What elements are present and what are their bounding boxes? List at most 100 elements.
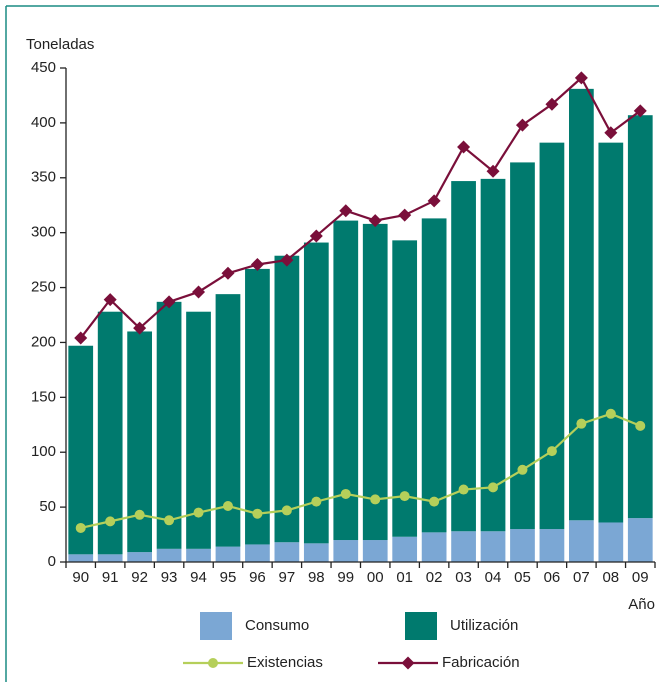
line-marker [368, 214, 382, 228]
line-marker [635, 420, 646, 431]
line-marker [162, 295, 176, 309]
y-tick-label: 400 [31, 114, 56, 131]
bar [539, 142, 565, 530]
line-marker [193, 507, 204, 518]
line-marker [280, 253, 294, 267]
legend-label: Utilización [450, 617, 518, 634]
line-marker [458, 484, 469, 495]
line-marker [105, 516, 116, 527]
line-marker [427, 194, 441, 208]
x-tick-label: 94 [190, 569, 207, 586]
line-marker [515, 118, 529, 132]
line-marker [576, 418, 587, 429]
x-axis-label: Año [628, 596, 655, 613]
line-marker [633, 104, 647, 118]
x-tick-label: 00 [367, 569, 384, 586]
x-tick-label: 97 [279, 569, 296, 586]
x-tick-label: 08 [602, 569, 619, 586]
bar [627, 115, 653, 519]
line-marker [429, 496, 440, 507]
line-marker [457, 140, 471, 154]
bar [186, 548, 211, 562]
y-tick-label: 150 [31, 388, 56, 405]
bar [362, 540, 388, 562]
x-tick-label: 99 [337, 569, 354, 586]
bar [245, 544, 270, 562]
line-marker [103, 293, 117, 307]
y-tick-label: 250 [31, 279, 56, 296]
bar [156, 301, 182, 549]
line-marker [281, 505, 292, 516]
bar [421, 218, 447, 533]
bar [421, 532, 447, 562]
bar [97, 311, 123, 555]
bar [362, 223, 388, 541]
y-tick-label: 200 [31, 333, 56, 350]
y-tick-label: 50 [39, 498, 56, 515]
bar [127, 552, 152, 562]
line-marker [252, 508, 263, 519]
bar [274, 255, 300, 543]
y-tick-label: 350 [31, 169, 56, 186]
bar [598, 522, 624, 562]
x-tick-label: 06 [544, 569, 561, 586]
line-marker [486, 164, 500, 178]
line-marker [546, 446, 557, 457]
bar [510, 529, 535, 562]
bar [333, 540, 359, 562]
line-marker [401, 656, 415, 670]
x-tick-label: 95 [220, 569, 237, 586]
line-marker [164, 515, 175, 526]
x-tick-label: 90 [72, 569, 89, 586]
bar [68, 554, 94, 562]
bar [156, 548, 182, 562]
line-marker [222, 501, 233, 512]
legend-label: Fabricación [442, 654, 520, 671]
x-tick-label: 04 [485, 569, 502, 586]
bar [569, 88, 594, 521]
y-tick-label: 100 [31, 443, 56, 460]
line-marker [311, 496, 322, 507]
x-tick-label: 92 [131, 569, 148, 586]
bar [274, 542, 300, 562]
bar [303, 543, 329, 562]
y-axis-label: Toneladas [26, 36, 94, 53]
line-marker [399, 491, 410, 502]
bar [97, 554, 123, 562]
legend-label: Consumo [245, 617, 309, 634]
bar [480, 531, 506, 562]
legend-swatch [200, 612, 232, 640]
line-marker [339, 204, 353, 218]
bar [539, 529, 565, 562]
x-tick-label: 91 [102, 569, 119, 586]
bar [68, 345, 94, 555]
line-marker [133, 321, 147, 335]
bar [392, 240, 418, 537]
series-line [80, 412, 641, 530]
x-tick-label: 02 [426, 569, 443, 586]
line-marker [398, 208, 412, 222]
y-tick-label: 0 [48, 553, 56, 570]
bar [451, 531, 476, 562]
line-marker [517, 464, 528, 475]
line-marker [221, 266, 235, 280]
bar [333, 220, 359, 541]
x-tick-label: 07 [573, 569, 590, 586]
bar [451, 181, 476, 532]
x-tick-label: 96 [249, 569, 266, 586]
line-marker [488, 482, 499, 493]
x-tick-label: 01 [396, 569, 413, 586]
x-tick-label: 93 [161, 569, 178, 586]
line-marker [134, 509, 145, 520]
legend-label: Existencias [247, 654, 323, 671]
line-marker [605, 408, 616, 419]
line-marker [340, 488, 351, 499]
x-tick-label: 98 [308, 569, 325, 586]
bar [245, 268, 270, 545]
line-marker [208, 658, 218, 668]
bar [392, 536, 418, 562]
line-marker [74, 331, 88, 345]
line-marker [250, 258, 264, 272]
line-marker [604, 126, 618, 140]
